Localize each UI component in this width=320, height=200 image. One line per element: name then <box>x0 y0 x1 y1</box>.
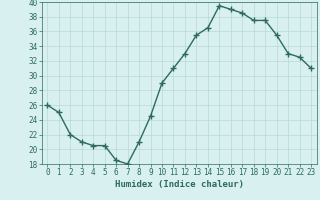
X-axis label: Humidex (Indice chaleur): Humidex (Indice chaleur) <box>115 180 244 189</box>
